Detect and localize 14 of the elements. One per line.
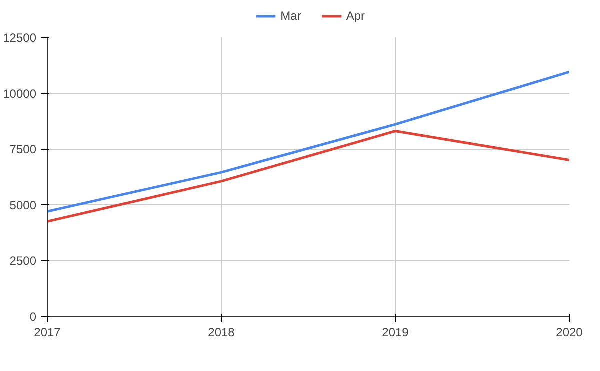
y-tick-label: 0 — [30, 310, 37, 324]
y-tick-label: 12500 — [3, 31, 37, 45]
y-tick-label: 2500 — [10, 254, 37, 268]
legend-label: Apr — [346, 9, 366, 23]
x-tick-label: 2017 — [34, 326, 62, 340]
y-tick-label: 5000 — [10, 198, 37, 212]
x-tick-label: 2018 — [208, 326, 236, 340]
line-series — [48, 70, 570, 213]
line-series — [48, 130, 570, 223]
x-tick-label: 2019 — [382, 326, 410, 340]
x-tick-label: 2020 — [556, 326, 584, 340]
y-tick-label: 10000 — [3, 86, 37, 101]
legend-label: Mar — [280, 9, 302, 23]
y-tick-label: 7500 — [10, 142, 37, 157]
